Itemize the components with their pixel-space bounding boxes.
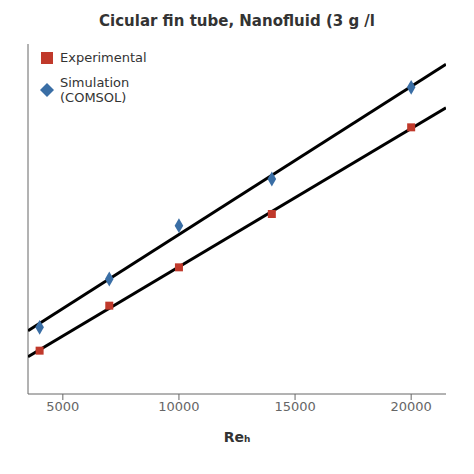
svg-text:15000: 15000 — [274, 399, 315, 414]
svg-text:20000: 20000 — [390, 399, 431, 414]
html-text:Simulation (COMSOL): Simulation (COMSOL) — [60, 75, 130, 105]
svg-text:10000: 10000 — [158, 399, 199, 414]
svg-text:Reₕ: Reₕ — [224, 429, 251, 445]
svg-text:5000: 5000 — [46, 399, 79, 414]
html-text:Cicular fin tube, Nanofluid (3: Cicular fin tube, Nanofluid (3 g /l — [99, 12, 375, 30]
html-text:Experimental: Experimental — [60, 50, 147, 65]
